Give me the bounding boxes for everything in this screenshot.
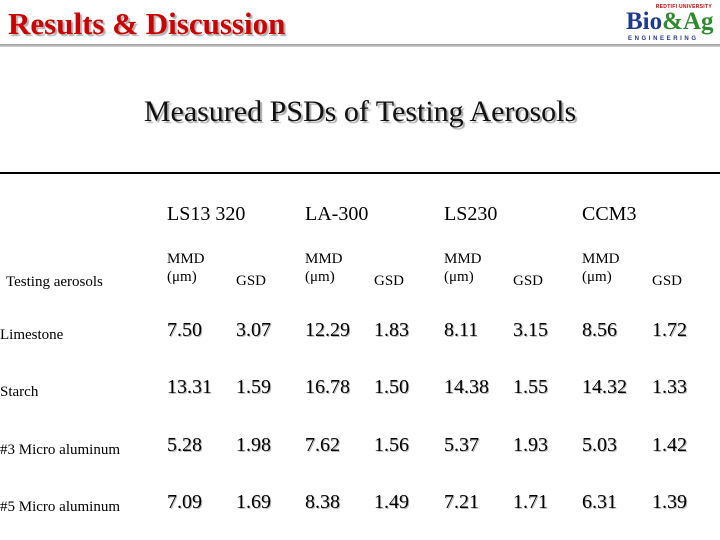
table-cell: 1.55 — [513, 376, 548, 398]
table-cell: 1.50 — [374, 376, 409, 398]
table-cell: 6.31 — [582, 491, 617, 513]
table-cell: 7.21 — [444, 491, 479, 513]
logo-ag: &Ag — [662, 8, 714, 35]
table-cell: 1.71 — [513, 491, 548, 513]
table-cell: 1.72 — [652, 319, 687, 341]
table-cell: 1.83 — [374, 319, 409, 341]
table-cell: 3.15 — [513, 319, 548, 341]
table-cell: 3.07 — [236, 319, 271, 341]
row-label-limestone: Limestone — [0, 327, 64, 343]
row-label-micro-aluminum-5: #5 Micro aluminum — [0, 499, 120, 515]
mmd-header: MMD (μm) — [444, 251, 482, 285]
row-label-starch: Starch — [0, 384, 39, 400]
instrument-header-ccm3: CCM3 — [582, 203, 637, 225]
table-cell: 7.09 — [167, 491, 202, 513]
table-cell: 7.62 — [305, 434, 340, 456]
slide-title: Results & Discussion — [8, 6, 286, 41]
logo-university-text: REDTIFI UNIVERSITY — [655, 4, 712, 10]
table-cell: 1.56 — [374, 434, 409, 456]
gsd-header: GSD — [374, 273, 405, 289]
table-top-rule — [0, 172, 720, 174]
table-cell: 14.38 — [444, 376, 489, 398]
mmd-header: MMD (μm) — [167, 251, 205, 285]
table-cell: 1.59 — [236, 376, 271, 398]
table-cell: 1.49 — [374, 491, 409, 513]
table-cell: 1.69 — [236, 491, 271, 513]
row-header-label: Testing aerosols — [6, 274, 103, 290]
logo-engineering-text: ENGINEERING — [628, 36, 699, 42]
table-cell: 7.50 — [167, 319, 202, 341]
table-cell: 13.31 — [167, 376, 212, 398]
table-cell: 5.28 — [167, 434, 202, 456]
table-cell: 1.98 — [236, 434, 271, 456]
table-cell: 5.37 — [444, 434, 479, 456]
mmd-header: MMD (μm) — [305, 251, 343, 285]
table-cell: 1.93 — [513, 434, 548, 456]
instrument-header-la300: LA-300 — [305, 203, 369, 225]
row-label-micro-aluminum-3: #3 Micro aluminum — [0, 442, 120, 458]
table-cell: 1.42 — [652, 434, 687, 456]
mmd-header: MMD (μm) — [582, 251, 620, 285]
gsd-header: GSD — [513, 273, 544, 289]
gsd-header: GSD — [236, 273, 267, 289]
table-cell: 8.11 — [444, 319, 479, 341]
table-cell: 12.29 — [305, 319, 350, 341]
table-cell: 1.33 — [652, 376, 687, 398]
table-cell: 5.03 — [582, 434, 617, 456]
table-cell: 16.78 — [305, 376, 350, 398]
table-cell: 14.32 — [582, 376, 627, 398]
slide-subtitle: Measured PSDs of Testing Aerosols — [143, 95, 577, 128]
gsd-header: GSD — [652, 273, 683, 289]
table-cell: 1.39 — [652, 491, 687, 513]
bio-ag-logo: REDTIFI UNIVERSITY Bio&Ag ENGINEERING — [624, 3, 718, 45]
table-cell: 8.38 — [305, 491, 340, 513]
logo-bio: Bio — [626, 8, 663, 35]
instrument-header-ls13320: LS13 320 — [167, 203, 246, 225]
logo-wordmark: Bio&Ag — [626, 9, 714, 35]
table-cell: 8.56 — [582, 319, 617, 341]
header-divider — [0, 44, 720, 47]
instrument-header-ls230: LS230 — [444, 203, 498, 225]
